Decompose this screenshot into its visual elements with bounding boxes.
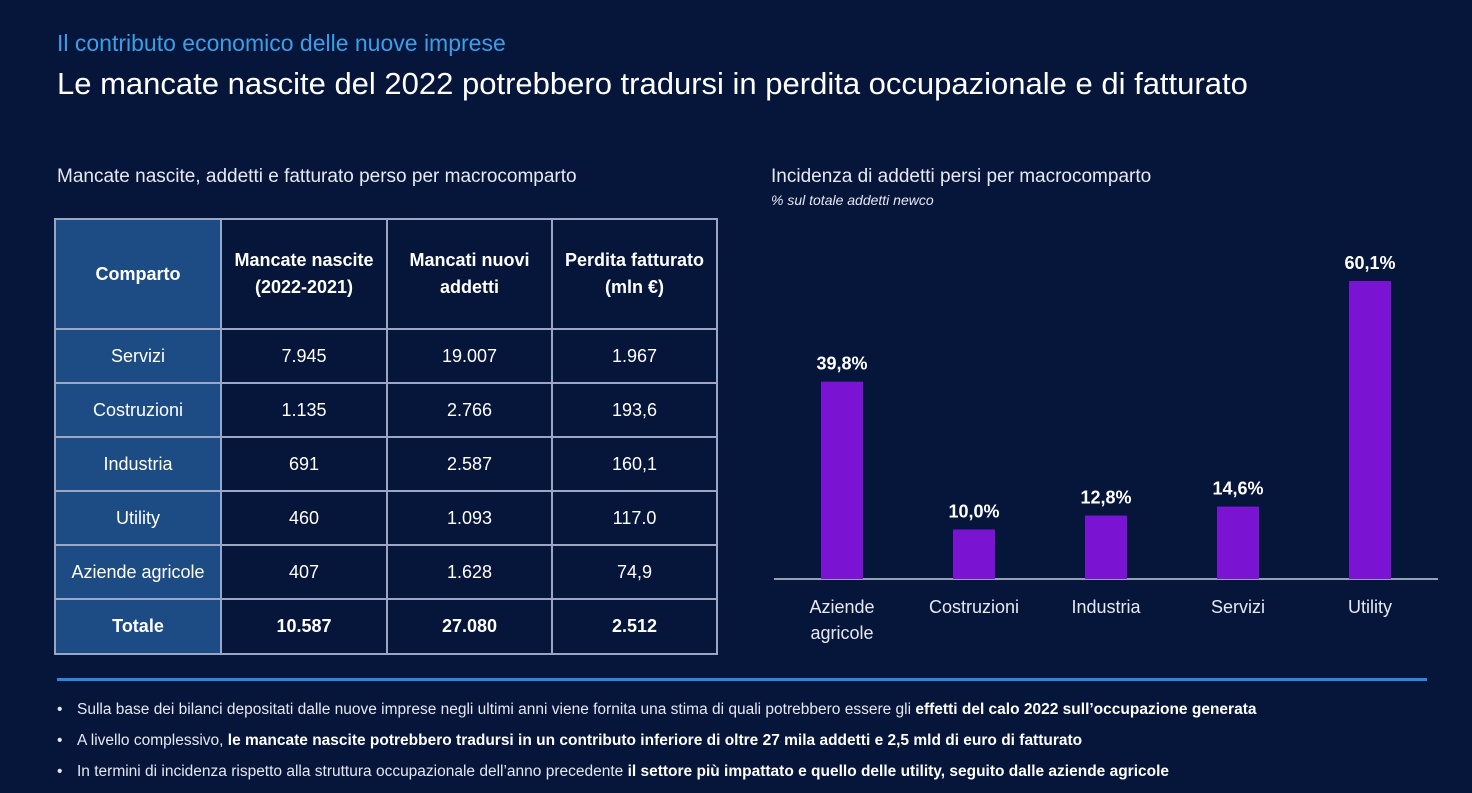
bullet-list: • Sulla base dei bilanci depositati dalle… [57,694,1457,787]
cell-comparto: Utility [54,490,222,546]
data-label: 39,8% [816,354,867,374]
cell-comparto: Industria [54,436,222,492]
cell-value: 193,6 [551,382,718,438]
table-total-row: Totale 10.587 27.080 2.512 [54,598,718,655]
cell-value: 74,9 [551,544,718,600]
category-label: Aziende [809,597,874,617]
cell-value: 7.945 [220,328,388,384]
data-table: Comparto Mancate nascite (2022-2021) Manc… [54,218,718,655]
header-comparto: Comparto [54,218,222,330]
cell-total-value: 10.587 [220,598,388,655]
bar [1217,506,1259,579]
bar [821,381,863,579]
cell-value: 19.007 [386,328,553,384]
cell-value: 1.093 [386,490,553,546]
data-label: 60,1% [1344,253,1395,273]
divider [57,678,1427,681]
bar-chart: 39,8% Aziende agricole 10,0% Costruzioni 12,8… [774,253,1438,643]
bar [1349,281,1391,579]
table-title: Mancate nascite, addetti e fatturato per… [57,166,577,187]
category-label: Utility [1348,597,1392,617]
table-row: Industria 691 2.587 160,1 [54,436,718,492]
cell-value: 2.587 [386,436,553,492]
table-row: Aziende agricole 407 1.628 74,9 [54,544,718,600]
bullet-dot-icon: • [57,732,63,749]
cell-total-value: 2.512 [551,598,718,655]
cell-value: 407 [220,544,388,600]
page-title: Le mancate nascite del 2022 potrebbero t… [57,66,1248,101]
chart-title: Incidenza di addetti persi per macrocomp… [771,166,1152,187]
data-label: 10,0% [948,501,999,521]
bullet-item: • A livello complessivo, le mancate nasci… [57,725,1457,756]
header-mancati-addetti: Mancati nuovi addetti [386,218,553,330]
data-label: 12,8% [1080,488,1131,508]
cell-value: 1.967 [551,328,718,384]
cell-total-label: Totale [54,598,222,655]
cell-value: 460 [220,490,388,546]
bullet-item: • Sulla base dei bilanci depositati dalle… [57,694,1457,725]
bar [1085,515,1127,579]
table-header-row: Comparto Mancate nascite (2022-2021) Manc… [54,218,718,330]
cell-total-value: 27.080 [386,598,553,655]
header-perdita-fatturato: Perdita fatturato (mln €) [551,218,718,330]
chart-subtitle: % sul totale addetti newco [771,192,934,208]
category-label: Costruzioni [929,597,1019,617]
cell-value: 2.766 [386,382,553,438]
category-label: Industria [1071,597,1141,617]
bullet-dot-icon: • [57,763,63,780]
cell-comparto: Costruzioni [54,382,222,438]
table-row: Utility 460 1.093 117.0 [54,490,718,546]
bullet-item: • In termini di incidenza rispetto alla s… [57,756,1457,787]
table-row: Costruzioni 1.135 2.766 193,6 [54,382,718,438]
cell-comparto: Aziende agricole [54,544,222,600]
cell-value: 160,1 [551,436,718,492]
category-label: Servizi [1211,597,1265,617]
bar [953,529,995,579]
cell-value: 1.628 [386,544,553,600]
cell-comparto: Servizi [54,328,222,384]
category-label: agricole [810,623,873,643]
cell-value: 691 [220,436,388,492]
data-label: 14,6% [1212,479,1263,499]
table-row: Servizi 7.945 19.007 1.967 [54,328,718,384]
cell-value: 117.0 [551,490,718,546]
cell-value: 1.135 [220,382,388,438]
header-mancate-nascite: Mancate nascite (2022-2021) [220,218,388,330]
bullet-dot-icon: • [57,701,63,718]
section-subtitle: Il contributo economico delle nuove impr… [57,30,506,56]
